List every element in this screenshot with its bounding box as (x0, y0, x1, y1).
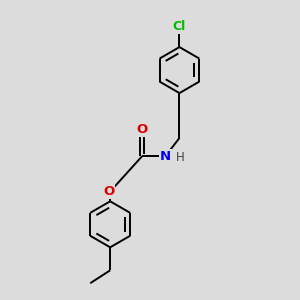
Text: O: O (103, 185, 114, 198)
Text: H: H (176, 151, 185, 164)
Text: Cl: Cl (173, 20, 186, 33)
Text: O: O (136, 123, 148, 136)
Text: N: N (160, 150, 171, 163)
